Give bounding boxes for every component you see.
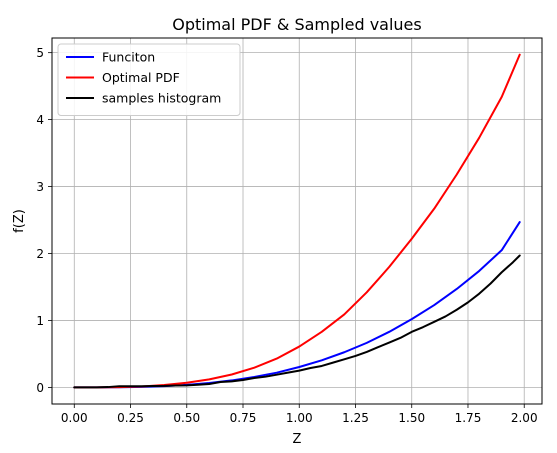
y-tick-label-3: 3: [36, 180, 44, 194]
x-tick-label-5: 1.25: [342, 411, 369, 425]
x-tick-label-2: 0.50: [173, 411, 200, 425]
y-tick-label-0: 0: [36, 381, 44, 395]
x-tick-label-3: 0.75: [230, 411, 257, 425]
series-lines: [73, 53, 521, 389]
x-tick-label-6: 1.50: [398, 411, 425, 425]
legend: Funciton Optimal PDF samples histogram: [57, 43, 241, 116]
legend-label-0: Funciton: [102, 50, 155, 65]
x-tick-label-1: 0.25: [117, 411, 144, 425]
series-line-2: [73, 254, 521, 389]
x-tick-label-7: 1.75: [455, 411, 482, 425]
legend-label-2: samples histogram: [102, 91, 221, 106]
y-tick-label-4: 4: [36, 113, 44, 127]
y-axis-ticks: 0 1 2 3 4 5: [36, 46, 52, 395]
x-axis-label: Z: [293, 432, 302, 447]
y-axis-label: f(Z): [12, 209, 27, 233]
y-tick-label-5: 5: [36, 46, 44, 60]
y-tick-label-1: 1: [36, 314, 44, 328]
x-tick-label-8: 2.00: [511, 411, 538, 425]
x-tick-label-4: 1.00: [286, 411, 313, 425]
x-tick-label-0: 0.00: [61, 411, 88, 425]
x-axis-ticks: 0.00 0.25 0.50 0.75 1.00 1.25 1.50 1.75 2.00: [61, 404, 538, 425]
plot-frame: [51, 37, 543, 405]
legend-box: [57, 43, 241, 116]
y-tick-label-2: 2: [36, 247, 44, 261]
chart-title: Optimal PDF & Sampled values: [172, 15, 421, 34]
legend-label-1: Optimal PDF: [102, 70, 180, 85]
